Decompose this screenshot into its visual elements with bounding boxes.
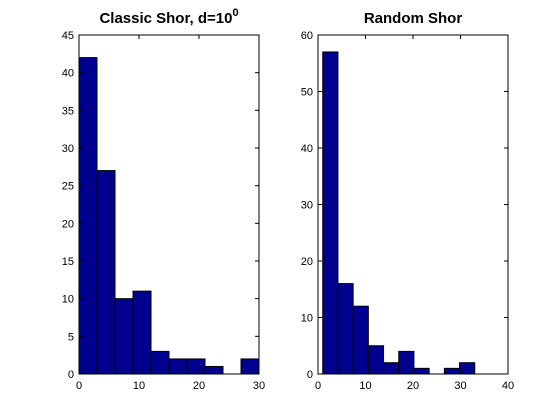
bar <box>150 350 170 375</box>
bar <box>96 170 116 375</box>
bar <box>240 358 260 375</box>
y-tick-label: 15 <box>62 256 74 268</box>
bar <box>204 365 224 375</box>
y-tick-label: 0 <box>307 369 313 381</box>
y-tick-label: 20 <box>301 256 313 268</box>
y-tick-label: 40 <box>62 68 74 80</box>
y-tick-label: 10 <box>301 313 313 325</box>
bar <box>322 51 339 375</box>
title-text: Classic Shor, d=10 <box>99 10 232 27</box>
bar <box>114 298 134 375</box>
y-tick-label: 50 <box>301 87 313 99</box>
x-tick-label: 40 <box>502 380 514 392</box>
y-tick-label: 20 <box>62 218 74 230</box>
title-superscript: 0 <box>232 7 238 19</box>
bar <box>459 362 476 375</box>
y-tick-label: 40 <box>301 143 313 155</box>
bar <box>132 290 152 375</box>
bar <box>413 367 430 375</box>
bar <box>443 367 461 375</box>
x-tick-label: 0 <box>76 380 82 392</box>
axes-box <box>78 34 260 375</box>
y-tick-label: 35 <box>62 105 74 117</box>
bar <box>78 57 98 375</box>
x-tick-label: 30 <box>454 380 466 392</box>
y-tick-label: 0 <box>68 369 74 381</box>
bar <box>383 362 400 375</box>
y-tick-label: 45 <box>62 30 74 42</box>
title-text: Random Shor <box>364 10 462 27</box>
y-tick-label: 25 <box>62 181 74 193</box>
bar <box>352 305 369 375</box>
y-tick-label: 60 <box>301 30 313 42</box>
y-tick-label: 5 <box>68 331 74 343</box>
x-tick-label: 30 <box>253 380 265 392</box>
x-tick-label: 10 <box>359 380 371 392</box>
y-tick-label: 30 <box>301 200 313 212</box>
x-tick-label: 10 <box>133 380 145 392</box>
y-tick-label: 30 <box>62 143 74 155</box>
x-tick-label: 0 <box>315 380 321 392</box>
chart-title: Classic Shor, d=100 <box>99 7 238 27</box>
bar <box>186 358 206 375</box>
x-tick-label: 20 <box>193 380 205 392</box>
y-tick-label: 10 <box>62 294 74 306</box>
x-tick-label: 20 <box>407 380 419 392</box>
chart-title: Random Shor <box>364 10 462 27</box>
bar <box>398 350 415 375</box>
bar <box>168 358 188 375</box>
bar <box>367 345 385 375</box>
bar <box>337 283 354 375</box>
